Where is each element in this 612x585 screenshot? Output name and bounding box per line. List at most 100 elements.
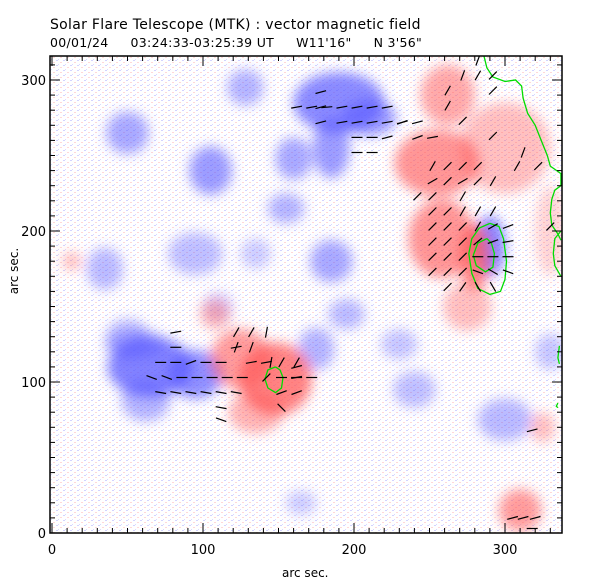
negative-polarity-region	[267, 193, 305, 224]
field-vector	[264, 326, 268, 338]
field-vector	[489, 206, 497, 217]
positive-polarity-region	[459, 102, 551, 194]
x-tick-label: 200	[342, 543, 367, 558]
field-vector	[529, 515, 541, 520]
field-vector	[336, 105, 348, 109]
contour-outer-ring	[468, 222, 508, 296]
field-vector	[306, 105, 318, 109]
contour-right-edge-contour	[552, 230, 562, 277]
field-vector	[428, 207, 437, 216]
field-vector	[185, 359, 197, 365]
negative-polarity-region	[298, 327, 335, 370]
field-vector	[161, 375, 173, 380]
y-axis-label: arc sec.	[7, 247, 21, 295]
field-vector	[443, 252, 452, 262]
field-vector	[170, 391, 182, 395]
field-vector	[444, 85, 451, 96]
field-vector	[426, 135, 439, 139]
field-vector	[411, 120, 423, 125]
negative-polarity-region	[393, 371, 436, 408]
chart-title: Solar Flare Telescope (MTK) : vector mag…	[50, 17, 421, 33]
negative-polarity-region	[341, 99, 397, 136]
field-vector	[487, 239, 499, 245]
x-tick-label: 300	[493, 543, 518, 558]
negative-polarity-region	[86, 247, 123, 290]
positive-polarity-region	[535, 185, 562, 277]
field-vector	[428, 267, 437, 277]
field-vector	[458, 116, 468, 126]
contour-main-neutral-line	[483, 56, 562, 241]
field-vector	[277, 403, 286, 413]
field-vector	[248, 341, 254, 353]
field-vector	[200, 391, 212, 395]
negative-polarity-region	[106, 111, 149, 154]
field-vector	[215, 406, 227, 410]
field-vector	[413, 191, 422, 201]
field-vector	[336, 120, 348, 124]
negative-polarity-region	[189, 146, 232, 195]
field-vector	[427, 177, 438, 185]
field-vector	[443, 207, 452, 216]
field-vector	[545, 222, 555, 231]
field-vector	[428, 252, 437, 262]
negative-polarity-region	[240, 238, 271, 269]
field-vector	[443, 176, 452, 186]
chart-subtitle: 00/01/24 03:24:33-03:25:39 UT W11'16" N 3'5…	[50, 35, 444, 50]
field-vector	[502, 269, 514, 275]
positive-polarity-region	[228, 391, 284, 434]
field-vector	[276, 390, 287, 396]
field-vector	[233, 341, 239, 353]
field-vector	[278, 357, 285, 368]
negative-polarity-region	[535, 333, 562, 370]
field-vector	[488, 71, 498, 80]
field-vector	[315, 105, 327, 110]
contour-inner-ring	[472, 238, 496, 273]
field-vector	[513, 160, 521, 172]
field-vector	[458, 222, 468, 231]
field-vector	[489, 176, 497, 187]
y-tick-label: 300	[21, 74, 46, 89]
positive-polarity-region	[530, 412, 555, 443]
position-west: W11'16"	[296, 35, 352, 50]
positive-polarity-region	[199, 298, 231, 330]
positive-polarity-region	[62, 252, 81, 271]
field-vector	[459, 206, 467, 217]
field-vector	[381, 120, 393, 124]
field-vector	[472, 269, 484, 275]
field-vector	[533, 161, 543, 171]
negative-polarity-region	[168, 232, 223, 275]
contour-spot-ring	[264, 366, 284, 394]
field-vector	[366, 105, 378, 109]
field-vector	[155, 391, 167, 395]
field-vector	[459, 191, 467, 202]
field-vector	[526, 428, 538, 433]
field-vector	[458, 237, 468, 246]
field-vector	[315, 90, 327, 95]
field-vector	[458, 161, 468, 171]
field-vector	[443, 237, 452, 246]
field-vector	[459, 282, 467, 292]
field-vector	[215, 391, 227, 395]
field-vector	[473, 176, 483, 186]
field-vector	[366, 120, 378, 124]
field-vector	[473, 161, 483, 171]
field-vector	[230, 391, 242, 395]
field-vector	[396, 120, 408, 125]
field-vector	[502, 240, 514, 244]
x-tick-label: 0	[48, 543, 56, 558]
field-vector	[381, 135, 393, 140]
positive-polarity-region	[420, 64, 475, 126]
field-vector	[215, 417, 227, 423]
field-vector	[474, 206, 482, 217]
field-vector	[381, 105, 393, 109]
position-north: N 3'56"	[373, 35, 423, 50]
negative-polarity-region	[310, 240, 353, 283]
contour-edge-mark-2	[555, 402, 559, 409]
plot-frame	[49, 55, 563, 534]
field-vector	[443, 161, 452, 171]
field-vector	[489, 281, 497, 292]
field-vector	[488, 131, 498, 141]
field-vector	[473, 237, 483, 246]
field-vector	[502, 224, 514, 229]
